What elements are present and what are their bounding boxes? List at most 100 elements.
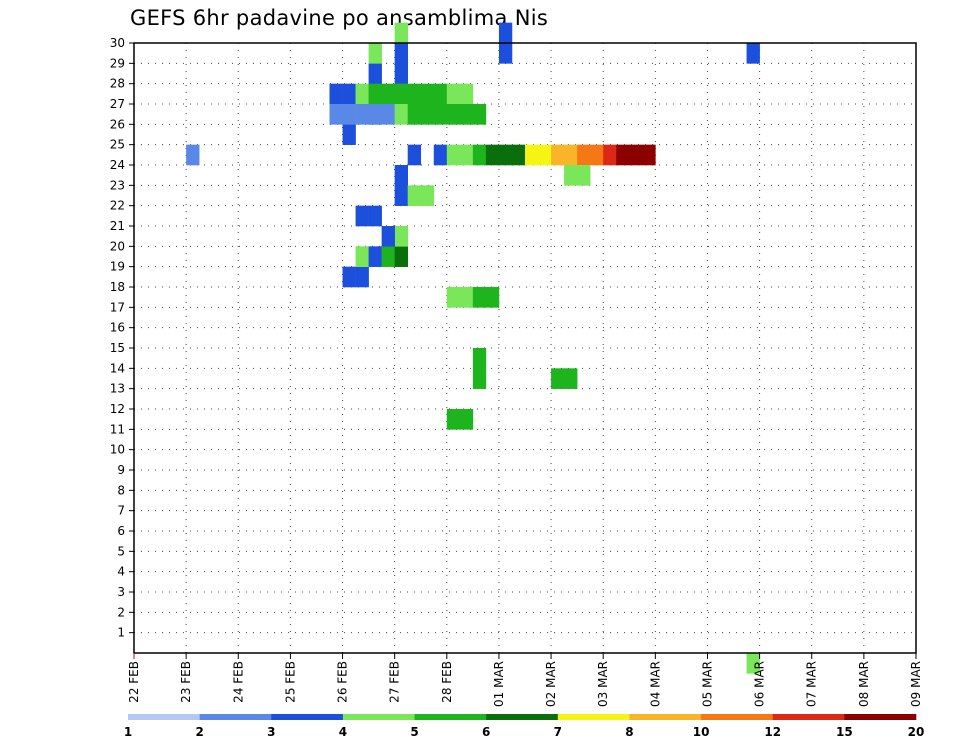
- y-tick-label: 26: [110, 117, 125, 131]
- colorbar-label: 3: [267, 725, 275, 739]
- x-tick-label: 07 MAR: [805, 661, 819, 707]
- heatmap-cell: [381, 104, 395, 125]
- colorbar-segment: [342, 714, 415, 720]
- colorbar-segment: [414, 714, 487, 720]
- colorbar-label: 6: [482, 725, 490, 739]
- heatmap-cell: [472, 287, 487, 308]
- colorbar-segment: [557, 714, 630, 720]
- heatmap-cell: [551, 368, 565, 389]
- heatmap-cell: [433, 144, 448, 166]
- y-tick-label: 30: [110, 36, 125, 50]
- heatmap-cell: [368, 43, 382, 64]
- y-tick-label: 22: [110, 199, 125, 213]
- colorbar-label: 10: [693, 725, 710, 739]
- heatmap-cell: [381, 83, 395, 105]
- heatmap-cell: [394, 63, 408, 84]
- y-tick-label: 17: [110, 300, 125, 314]
- y-tick-label: 7: [117, 504, 125, 518]
- heatmap-cell: [407, 185, 422, 206]
- heatmap-cell: [459, 144, 474, 166]
- y-tick-label: 11: [110, 422, 125, 436]
- y-tick-label: 9: [117, 463, 125, 477]
- colorbar-segment: [486, 714, 559, 720]
- y-tick-label: 24: [110, 158, 125, 172]
- x-tick-label: 05 MAR: [700, 661, 714, 707]
- heatmap-cell: [394, 226, 408, 247]
- heatmap-cell: [564, 165, 578, 186]
- heatmap-cell: [433, 83, 448, 105]
- heatmap-cell: [551, 144, 565, 166]
- y-tick-label: 13: [110, 382, 125, 396]
- y-tick-label: 4: [117, 565, 125, 579]
- x-tick-label: 28 FEB: [440, 661, 454, 703]
- heatmap-cell: [355, 104, 369, 125]
- plot-frame: [133, 42, 917, 654]
- heatmap-cell: [446, 104, 461, 125]
- heatmap-cell: [498, 22, 513, 44]
- heatmap-cell: [342, 266, 356, 288]
- heatmap-cell: [590, 144, 604, 166]
- y-tick-label: 28: [110, 77, 125, 91]
- x-tick-label: 01 MAR: [492, 661, 506, 707]
- heatmap-cell: [629, 144, 643, 166]
- heatmap-cell: [485, 287, 500, 308]
- x-tick-label: 09 MAR: [909, 661, 923, 707]
- y-tick-label: 20: [110, 239, 125, 253]
- y-tick-label: 25: [110, 138, 125, 152]
- heatmap-cell: [394, 104, 408, 125]
- heatmap-cell: [485, 144, 500, 166]
- heatmap-cell: [420, 104, 435, 125]
- y-tick-label: 21: [110, 219, 125, 233]
- heatmap-cell: [342, 124, 356, 145]
- heatmap-cell: [746, 653, 760, 674]
- heatmap-cell: [394, 246, 408, 267]
- heatmap-cell: [446, 144, 461, 166]
- y-tick-label: 8: [117, 483, 125, 497]
- heatmap-cell: [342, 104, 356, 125]
- colorbar-segment: [701, 714, 774, 720]
- y-tick-label: 16: [110, 321, 125, 335]
- heatmap-cell: [433, 104, 448, 125]
- heatmap-cell: [446, 83, 461, 105]
- heatmap-cell: [538, 144, 552, 166]
- heatmap-cell: [407, 83, 422, 105]
- y-tick-label: 6: [117, 524, 125, 538]
- heatmap-cell: [368, 246, 382, 267]
- heatmap-cell: [368, 83, 382, 105]
- heatmap-cell: [394, 43, 408, 64]
- y-tick-label: 27: [110, 97, 125, 111]
- heatmap-cell: [394, 185, 408, 206]
- heatmap-cell: [186, 144, 200, 166]
- x-tick-label: 26 FEB: [336, 661, 350, 703]
- colorbar-label: 4: [339, 725, 347, 739]
- colorbar-label: 20: [908, 725, 925, 739]
- x-tick-label: 08 MAR: [857, 661, 871, 707]
- colorbar-label: 2: [195, 725, 203, 739]
- y-tick-label: 19: [110, 260, 125, 274]
- heatmap-cell: [459, 287, 474, 308]
- heatmap-cell: [381, 246, 395, 267]
- y-tick-label: 15: [110, 341, 125, 355]
- heatmap-cell: [368, 63, 382, 84]
- y-tick-label: 2: [117, 605, 125, 619]
- colorbar-label: 7: [554, 725, 562, 739]
- colorbar-label: 5: [410, 725, 418, 739]
- colorbar-segment: [844, 714, 917, 720]
- x-tick-label: 06 MAR: [753, 661, 767, 707]
- heatmap-cell: [577, 144, 591, 166]
- heatmap-cell: [355, 83, 369, 105]
- heatmap-cell: [616, 144, 630, 166]
- colorbar-segment: [128, 714, 200, 720]
- heatmap-cell: [459, 83, 474, 105]
- y-tick-label: 23: [110, 178, 125, 192]
- y-tick-label: 1: [117, 626, 125, 640]
- y-tick-label: 5: [117, 544, 125, 558]
- x-tick-label: 25 FEB: [283, 661, 297, 703]
- heatmap-cell: [472, 144, 487, 166]
- x-tick-label: 03 MAR: [596, 661, 610, 707]
- heatmap-cell: [472, 348, 487, 369]
- colorbar-segment: [199, 714, 272, 720]
- heatmap-cell: [472, 368, 487, 389]
- y-tick-label: 14: [110, 361, 125, 375]
- heatmap-cell: [355, 246, 369, 267]
